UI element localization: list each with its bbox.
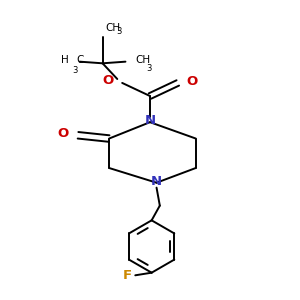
Text: F: F [123,269,132,282]
Text: 3: 3 [73,66,78,75]
Text: C: C [77,55,84,65]
Text: 3: 3 [146,64,152,73]
Text: O: O [58,127,69,140]
Text: CH: CH [106,23,121,33]
Text: H: H [61,55,69,65]
Text: 3: 3 [117,28,122,37]
Text: N: N [151,175,162,188]
Text: CH: CH [135,55,150,65]
Text: N: N [144,114,156,127]
Text: O: O [186,75,197,88]
Text: O: O [103,74,114,87]
